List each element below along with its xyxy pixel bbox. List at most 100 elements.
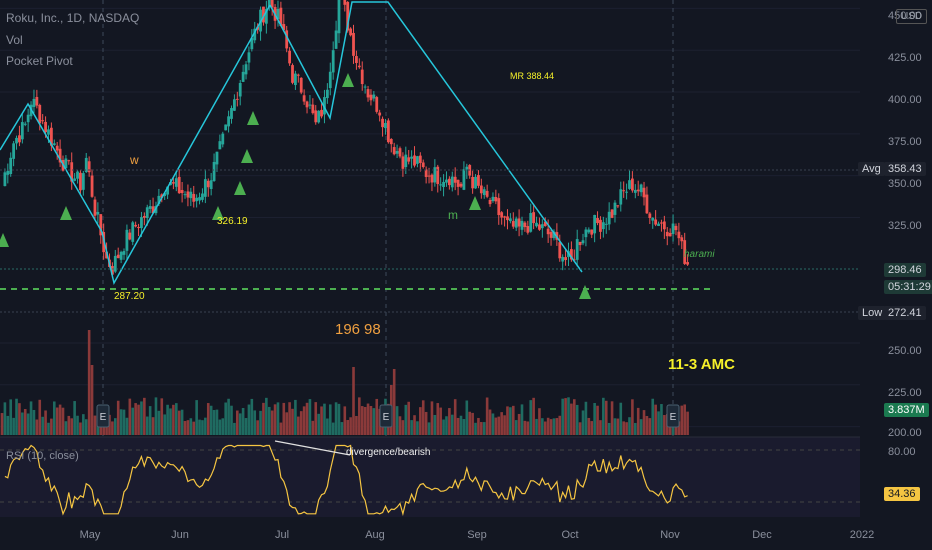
volume-bar xyxy=(302,406,306,435)
pivot-marker xyxy=(579,285,591,299)
volume-bar xyxy=(201,420,204,435)
candle-body xyxy=(424,169,428,177)
volume-bar xyxy=(238,413,242,435)
candle-body xyxy=(395,151,399,154)
volume-bar xyxy=(561,398,564,435)
currency-badge[interactable]: USD xyxy=(896,9,928,24)
time-tick: Jun xyxy=(171,529,189,541)
volume-bar xyxy=(247,404,251,435)
candle-body xyxy=(442,181,445,188)
candle-body xyxy=(552,231,556,239)
volume-bar xyxy=(215,409,219,435)
volume-bar xyxy=(227,398,230,435)
candle-body xyxy=(157,195,161,205)
earnings-label: E xyxy=(100,412,107,423)
volume-bar xyxy=(538,408,541,435)
candle-body xyxy=(285,30,289,49)
volume-bar xyxy=(186,420,190,435)
pivot-marker xyxy=(342,73,354,87)
volume-bar xyxy=(430,401,434,435)
indicator-legend[interactable]: Pocket Pivot xyxy=(6,54,73,68)
annotation-w: w xyxy=(130,153,139,167)
candle-body xyxy=(125,229,129,251)
candle-body xyxy=(122,251,126,255)
candle-body xyxy=(564,257,567,260)
volume-bar xyxy=(305,402,309,435)
rsi-legend[interactable]: RSI (10, close) xyxy=(6,450,79,462)
candle-body xyxy=(407,157,411,162)
volume-bar xyxy=(590,421,594,435)
volume-bar xyxy=(648,418,652,435)
candle-body xyxy=(270,0,274,8)
volume-bar xyxy=(122,409,126,435)
volume-bar xyxy=(471,412,474,435)
candle-body xyxy=(363,86,367,88)
candle-body xyxy=(201,193,204,200)
symbol-title[interactable]: Roku, Inc., 1D, NASDAQ xyxy=(6,11,140,25)
candle-body xyxy=(500,212,504,218)
volume-bar xyxy=(204,417,207,435)
volume-bar xyxy=(41,416,44,435)
candle-body xyxy=(233,99,236,111)
volume-bar xyxy=(55,407,59,435)
volume-bar xyxy=(140,401,143,435)
candle-body xyxy=(116,254,120,259)
candle-body xyxy=(128,232,132,240)
volume-bar xyxy=(419,407,422,435)
candle-body xyxy=(235,98,239,100)
candle-body xyxy=(171,182,175,184)
earnings-label: E xyxy=(383,412,390,423)
earnings-marker xyxy=(666,404,680,428)
volume-bar xyxy=(352,367,355,435)
candle-body xyxy=(523,222,527,228)
candle-body xyxy=(657,223,660,226)
candle-body xyxy=(418,155,422,163)
rsi-background xyxy=(0,437,860,517)
volume-bar xyxy=(29,401,33,435)
volume-bar xyxy=(282,402,286,435)
pivot-marker xyxy=(247,111,259,125)
rsi-pane xyxy=(0,436,860,517)
volume-bar xyxy=(549,419,553,435)
candle-body xyxy=(645,194,649,214)
volume-bar xyxy=(192,421,196,435)
candle-body xyxy=(366,89,370,98)
volume-bar xyxy=(558,415,562,435)
volume-bar xyxy=(67,415,71,435)
candle-body xyxy=(677,231,681,239)
vol-legend[interactable]: Vol xyxy=(6,33,23,47)
volume-bar xyxy=(21,412,24,435)
candle-body xyxy=(599,219,602,232)
volume-bar xyxy=(291,408,294,435)
volume-bar xyxy=(421,400,425,435)
candle-body xyxy=(593,214,597,234)
candle-body xyxy=(581,240,585,244)
volume-bar xyxy=(276,402,280,435)
candle-body xyxy=(134,224,138,227)
candle-body xyxy=(630,178,634,191)
volume-bar xyxy=(58,404,62,435)
candle-body xyxy=(131,222,135,242)
candle-body xyxy=(70,162,74,182)
candle-body xyxy=(203,179,207,197)
volume-bar xyxy=(355,415,358,435)
candle-body xyxy=(398,148,402,157)
candle-body xyxy=(532,212,536,224)
candle-body xyxy=(610,209,614,218)
volume-bar xyxy=(340,422,344,435)
volume-bar xyxy=(169,408,172,435)
volume-bar xyxy=(631,399,634,435)
candle-body xyxy=(462,169,466,190)
volume-bar xyxy=(299,411,303,435)
volume-bar xyxy=(3,402,7,435)
candle-body xyxy=(253,28,257,41)
candle-body xyxy=(52,143,56,145)
volume-bar xyxy=(116,400,120,435)
time-tick: Dec xyxy=(752,529,772,541)
volume-bar xyxy=(593,403,596,435)
candle-body xyxy=(349,28,353,36)
volume-bar xyxy=(570,403,573,435)
candle-body xyxy=(613,202,617,215)
volume-bar xyxy=(567,397,570,435)
